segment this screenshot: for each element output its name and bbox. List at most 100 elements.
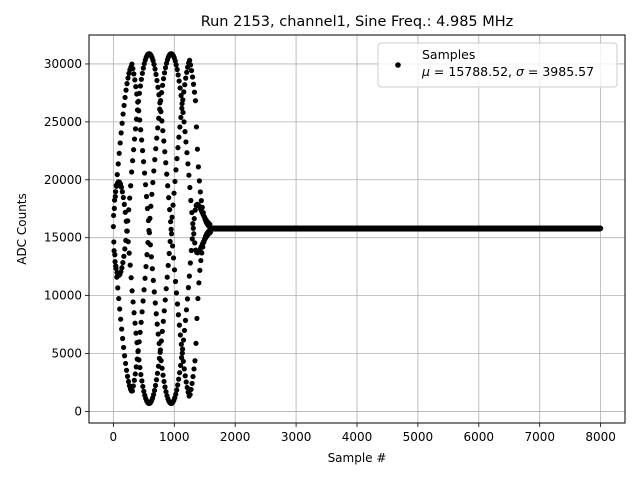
data-point — [177, 332, 183, 338]
data-point — [160, 318, 166, 324]
data-point — [121, 201, 127, 207]
data-point — [170, 255, 177, 261]
data-point — [165, 262, 171, 269]
data-point — [174, 66, 180, 73]
data-point — [151, 289, 157, 295]
x-tick-label: 4000 — [342, 430, 373, 444]
data-point — [160, 372, 166, 378]
data-point — [122, 94, 128, 101]
data-point — [161, 138, 167, 144]
data-point — [150, 392, 157, 398]
data-point — [141, 287, 147, 293]
data-point — [154, 321, 160, 327]
data-point — [175, 312, 182, 318]
data-point — [136, 90, 143, 96]
data-point — [159, 328, 165, 334]
data-point — [184, 69, 190, 75]
data-point — [172, 278, 179, 285]
data-point — [179, 346, 186, 352]
data-point — [181, 89, 187, 95]
data-point — [155, 331, 161, 337]
data-point — [196, 280, 202, 286]
data-point — [194, 315, 200, 322]
data-point — [151, 387, 158, 394]
data-point — [120, 260, 126, 266]
data-point — [183, 139, 189, 145]
data-point — [162, 149, 168, 155]
x-tick-label: 7000 — [524, 430, 555, 444]
data-point — [188, 386, 194, 393]
data-point — [121, 102, 127, 109]
data-point — [158, 358, 164, 364]
data-point — [110, 223, 116, 230]
data-point — [137, 364, 143, 371]
data-point — [198, 198, 204, 204]
data-point — [119, 120, 125, 126]
data-point — [189, 74, 196, 80]
data-point — [127, 195, 133, 201]
x-tick-label: 2000 — [220, 430, 251, 444]
data-point — [183, 75, 189, 81]
x-tick-label: 8000 — [585, 430, 616, 444]
data-point — [197, 189, 203, 195]
data-point — [131, 136, 138, 142]
x-axis-label: Sample # — [328, 451, 387, 465]
data-point — [137, 117, 143, 123]
data-point — [169, 214, 175, 220]
data-point — [185, 161, 191, 167]
data-point — [125, 75, 131, 81]
data-point — [132, 126, 139, 132]
data-point — [147, 215, 153, 221]
data-point — [192, 358, 198, 364]
data-point — [123, 87, 129, 93]
data-point — [132, 77, 138, 83]
data-point — [193, 340, 199, 346]
data-point — [153, 146, 159, 152]
data-point — [155, 84, 161, 90]
data-point — [187, 57, 193, 63]
data-point — [138, 76, 144, 82]
data-point — [130, 299, 136, 305]
data-point — [163, 389, 169, 395]
data-point — [166, 250, 172, 257]
x-tick-label: 5000 — [403, 430, 434, 444]
data-point — [133, 330, 139, 336]
data-point — [185, 285, 191, 291]
legend: Samples μ = 15788.52, σ = 3985.57 — [377, 42, 618, 88]
data-point — [140, 383, 146, 390]
data-point — [137, 83, 144, 89]
data-point — [179, 350, 185, 356]
data-point — [168, 231, 175, 237]
data-point — [180, 337, 187, 343]
data-point — [173, 167, 179, 173]
data-point — [180, 358, 186, 364]
data-point — [120, 194, 126, 201]
data-point — [122, 360, 129, 367]
data-point — [141, 388, 147, 394]
data-point — [132, 320, 138, 326]
data-point — [182, 82, 188, 88]
data-point — [118, 269, 124, 275]
data-point — [120, 335, 126, 342]
data-point — [199, 250, 205, 256]
data-point — [138, 319, 144, 325]
data-point — [181, 366, 187, 372]
data-point — [174, 387, 180, 393]
data-point — [130, 158, 136, 164]
data-point — [176, 376, 182, 382]
data-point — [142, 182, 149, 188]
data-point — [199, 204, 205, 210]
y-tick-label: 10000 — [44, 289, 82, 303]
data-point — [195, 164, 201, 170]
data-point — [178, 341, 184, 347]
data-point — [161, 70, 168, 76]
data-point — [126, 250, 132, 256]
data-point — [184, 384, 190, 391]
data-point — [150, 277, 156, 284]
data-point — [184, 150, 190, 156]
data-point — [171, 267, 178, 273]
data-point — [165, 183, 171, 189]
data-point — [144, 252, 150, 258]
data-point — [121, 344, 127, 351]
